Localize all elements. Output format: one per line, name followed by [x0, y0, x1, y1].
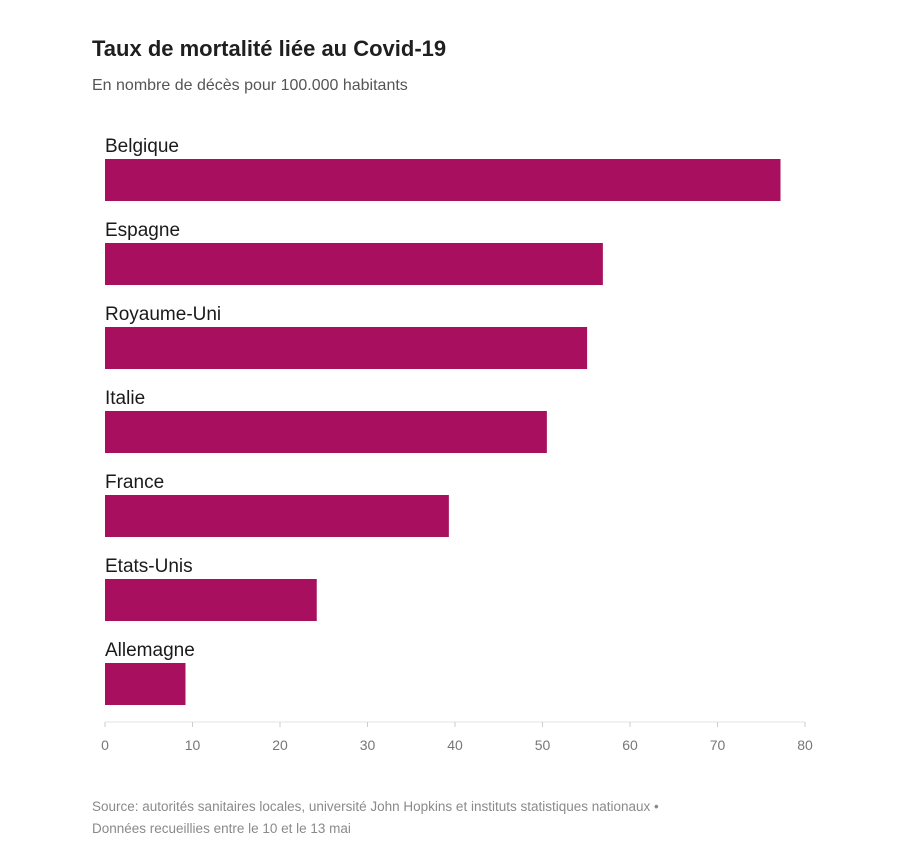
bar: [105, 243, 603, 285]
bar-label: Allemagne: [105, 640, 195, 661]
bar: [105, 579, 317, 621]
chart-subtitle: En nombre de décès pour 100.000 habitant…: [92, 77, 408, 94]
bar: [105, 327, 588, 369]
bar: [105, 159, 781, 201]
bar: [105, 495, 449, 537]
source-note: Source: autorités sanitaires locales, un…: [92, 796, 812, 840]
x-tick-label: 10: [185, 737, 201, 753]
x-tick-label: 50: [535, 737, 551, 753]
bar-chart: Belgique Espagne Royaume-Uni Italie France Et…: [101, 136, 813, 753]
x-tick-label: 20: [272, 737, 288, 753]
x-tick-label: 70: [710, 737, 726, 753]
bar-label: Belgique: [105, 136, 179, 157]
x-tick-label: 80: [797, 737, 813, 753]
bar-label: Espagne: [105, 220, 180, 241]
x-axis-ticks: 0 10 20 30 40 50 60 70 80: [101, 722, 813, 753]
bars-group: Belgique Espagne Royaume-Uni Italie France Et…: [105, 136, 781, 705]
bar-label: Italie: [105, 388, 145, 409]
source-line-2: Données recueillies entre le 10 et le 13…: [92, 821, 351, 836]
source-line-1: Source: autorités sanitaires locales, un…: [92, 799, 659, 814]
bar-label: Etats-Unis: [105, 556, 193, 577]
bar-label: France: [105, 472, 164, 493]
x-tick-label: 30: [360, 737, 376, 753]
x-tick-label: 0: [101, 737, 109, 753]
bar-label: Royaume-Uni: [105, 304, 221, 325]
bar: [105, 411, 547, 453]
bar: [105, 663, 186, 705]
chart-title: Taux de mortalité liée au Covid-19: [92, 36, 447, 61]
x-tick-label: 60: [622, 737, 638, 753]
x-tick-label: 40: [447, 737, 463, 753]
